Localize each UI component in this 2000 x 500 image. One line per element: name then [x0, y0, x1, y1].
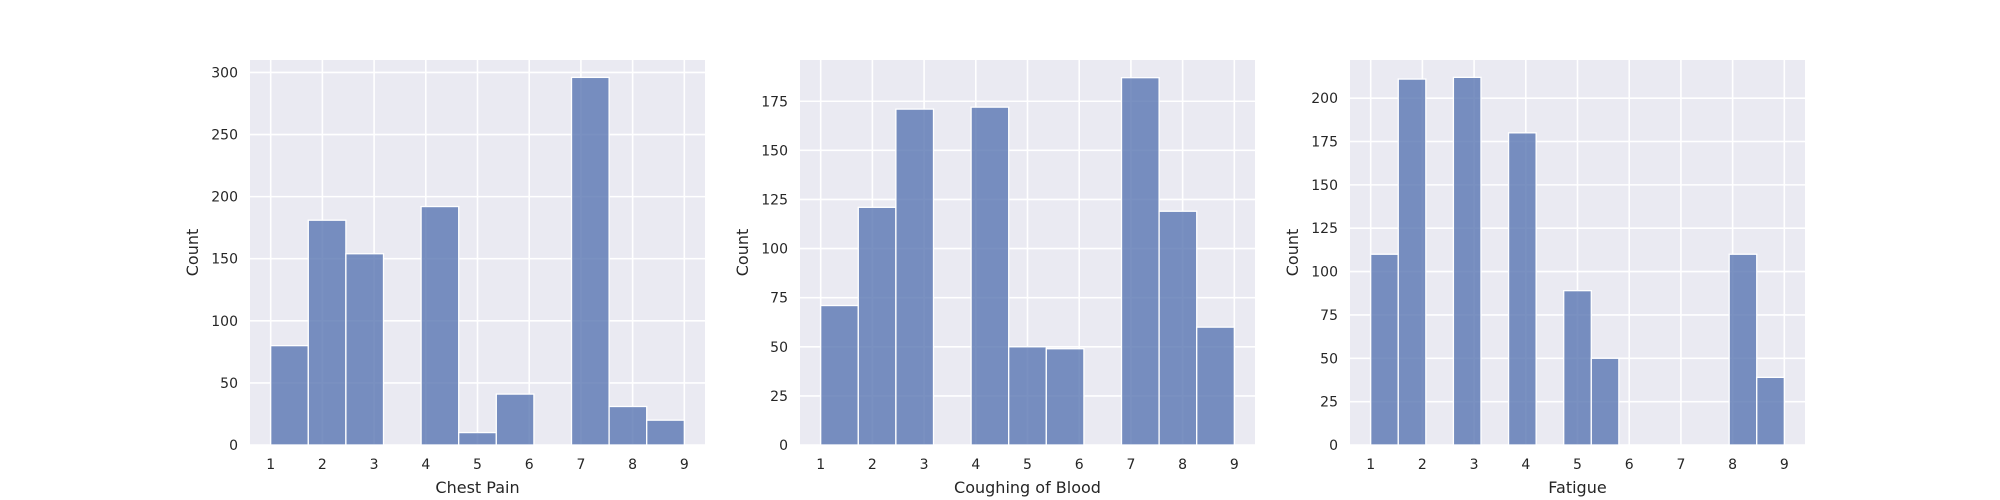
x-tick-label: 9	[680, 457, 689, 473]
x-tick-label: 6	[1075, 457, 1084, 473]
y-tick-label: 75	[1320, 308, 1338, 324]
histogram-bar	[1158, 210, 1198, 446]
y-axis-label: Count	[1283, 229, 1302, 277]
histogram-bar	[1756, 376, 1785, 446]
subplot-fatigue: 1 2 3 4 5 6 7 8 9 0 25 50 75 100 125 150 175 200 Fatigue Co…	[1283, 60, 1805, 497]
x-tick-label: 7	[576, 457, 585, 473]
x-tick-label: 2	[1418, 457, 1427, 473]
y-tick-label: 50	[770, 340, 788, 356]
histogram-bar	[495, 393, 535, 446]
y-tick-label: 200	[1311, 91, 1338, 107]
histogram-bar	[1590, 357, 1620, 446]
histogram-bar	[420, 205, 460, 446]
x-tick-label: 6	[1625, 457, 1634, 473]
y-tick-label: 150	[211, 252, 238, 268]
x-tick-label: 1	[1366, 457, 1375, 473]
x-tick-label: 7	[1126, 457, 1135, 473]
y-tick-label: 150	[761, 143, 788, 159]
histogram-bar	[1507, 132, 1537, 446]
x-tick-label: 4	[421, 457, 430, 473]
histogram-bar	[970, 106, 1010, 446]
histogram-bar	[1196, 326, 1235, 446]
y-axis-label: Count	[183, 229, 202, 277]
x-tick-label: 5	[1023, 457, 1032, 473]
histogram-bar	[1452, 76, 1482, 446]
y-tick-label: 125	[761, 192, 788, 208]
histogram-bar	[608, 405, 648, 446]
histogram-bar	[1120, 77, 1160, 446]
x-axis-label: Chest Pain	[435, 478, 519, 497]
x-tick-label: 1	[266, 457, 275, 473]
x-tick-label: 3	[370, 457, 379, 473]
histogram-bar	[570, 76, 610, 446]
histogram-bar	[1045, 348, 1085, 446]
x-axis-label: Fatigue	[1548, 478, 1606, 497]
histogram-bar	[1563, 290, 1592, 446]
y-tick-label: 100	[761, 242, 788, 258]
x-tick-label: 6	[525, 457, 534, 473]
y-tick-label: 0	[229, 438, 238, 454]
y-tick-label: 175	[761, 94, 788, 110]
x-tick-label: 5	[1573, 457, 1582, 473]
x-tick-label: 9	[1230, 457, 1239, 473]
subplot-coughing-of-blood: 1 2 3 4 5 6 7 8 9 0 25 50 75 100 125 150 175 Coughing of …	[733, 60, 1255, 497]
y-axis-label: Count	[733, 229, 752, 277]
x-tick-label: 8	[1728, 457, 1737, 473]
x-tick-label: 8	[1178, 457, 1187, 473]
histogram-bar	[270, 344, 309, 446]
histogram-bar	[895, 108, 935, 446]
y-tick-label: 100	[211, 314, 238, 330]
y-tick-label: 0	[779, 438, 788, 454]
histogram-bar	[1397, 78, 1427, 446]
y-tick-label: 250	[211, 128, 238, 144]
histogram-bar	[1370, 253, 1399, 446]
y-tick-label: 150	[1311, 178, 1338, 194]
histogram-bar	[857, 206, 897, 446]
x-tick-label: 3	[1470, 457, 1479, 473]
histogram-bar	[820, 304, 859, 446]
y-tick-label: 25	[1320, 395, 1338, 411]
x-axis-label: Coughing of Blood	[954, 478, 1101, 497]
x-tick-label: 9	[1780, 457, 1789, 473]
x-tick-label: 7	[1676, 457, 1685, 473]
y-tick-label: 75	[770, 291, 788, 307]
y-tick-label: 100	[1311, 265, 1338, 281]
x-tick-label: 5	[473, 457, 482, 473]
histogram-bar	[307, 219, 347, 446]
y-tick-label: 175	[1311, 135, 1338, 151]
x-tick-label: 3	[920, 457, 929, 473]
histogram-bar	[345, 253, 385, 446]
y-tick-label: 50	[220, 376, 238, 392]
y-tick-label: 200	[211, 190, 238, 206]
x-tick-label: 8	[628, 457, 637, 473]
histogram-bar	[1008, 346, 1047, 446]
x-tick-label: 1	[816, 457, 825, 473]
y-tick-label: 50	[1320, 351, 1338, 367]
y-tick-label: 0	[1329, 438, 1338, 454]
y-tick-label: 25	[770, 389, 788, 405]
x-tick-label: 2	[868, 457, 877, 473]
x-tick-label: 4	[1521, 457, 1530, 473]
histogram-bar	[646, 419, 685, 446]
histogram-bar	[458, 431, 497, 446]
x-tick-label: 2	[318, 457, 327, 473]
y-tick-label: 125	[1311, 221, 1338, 237]
histogram-bar	[1728, 253, 1758, 446]
subplot-chest-pain: 1 2 3 4 5 6 7 8 9 0 50 100 150 200 250 300 Chest Pain Cou…	[183, 60, 705, 497]
y-tick-label: 300	[211, 65, 238, 81]
x-tick-label: 4	[971, 457, 980, 473]
